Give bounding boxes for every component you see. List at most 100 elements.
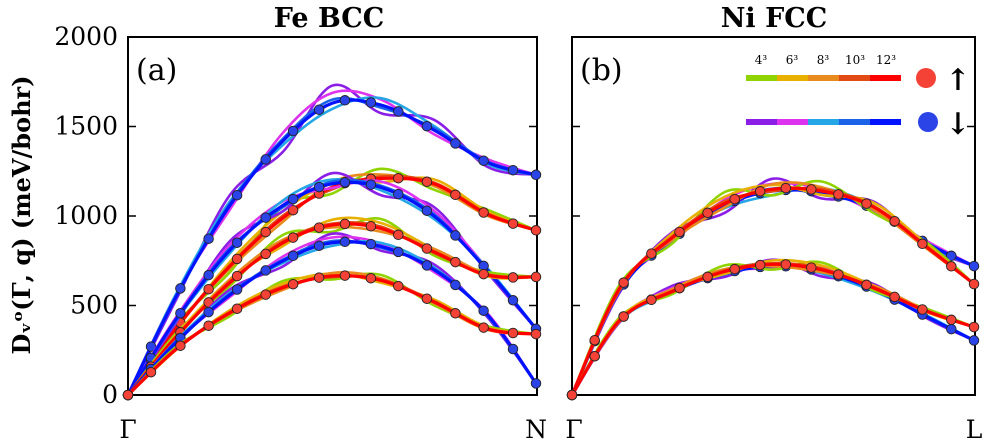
panel-a-series-4-point: [339, 218, 351, 230]
panel-b-series-2-point: [833, 189, 844, 200]
panel-a-series-3-point: [339, 177, 351, 188]
panel-b-series-1-grid-4-line: [570, 186, 976, 397]
panel-a-series-6-point: [365, 272, 377, 284]
panel-a-series-2-point: [393, 172, 404, 184]
legend-grid-label-10: 10³: [845, 53, 865, 67]
panel-a-series-3-point: [175, 307, 186, 319]
panel-a-series-2-point: [287, 204, 299, 216]
y-tick-label-1500: 1500: [54, 112, 118, 141]
panel-b-label: (b): [580, 53, 623, 88]
panel-b-title: Ni FCC: [721, 3, 827, 34]
panel-a-title: Fe BCC: [274, 3, 385, 34]
panel-b-series-2-point: [861, 198, 872, 209]
panel-b-series-2-grid-5-line: [570, 186, 976, 397]
panel-b-series-3-grid-2-line: [570, 265, 976, 397]
panel-b-series-4-point: [729, 263, 740, 275]
panel-b-series-4-point: [917, 304, 928, 315]
panel-a-series-6-point: [203, 320, 214, 331]
panel-a-series-5-grid-2-line: [126, 235, 538, 397]
panel-b-series-3-point: [968, 335, 980, 346]
panel-a-series-4-point: [450, 256, 461, 268]
panel-a-series-3-point: [260, 212, 271, 223]
panel-a-series-1-point: [260, 154, 271, 165]
panel-a-series-1-point: [287, 125, 299, 137]
legend-spin-up-arrow-icon: ↑: [945, 63, 970, 98]
panel-b-x-tick-gamma: Γ: [565, 415, 582, 444]
panel-b-series-2-point: [754, 186, 766, 197]
panel-b-series-4-grid-5-line: [570, 262, 976, 397]
panel-a-series-3-grid-5-line: [126, 180, 538, 397]
legend-swatch-5: [870, 119, 901, 125]
panel-b-frame: [571, 36, 976, 396]
panel-b-series-2-grid-2-line: [570, 183, 976, 397]
legend-swatch-4: [839, 75, 870, 81]
panel-a-series-5-point: [339, 236, 351, 248]
panel-a-series-4-grid-5-line: [126, 222, 538, 397]
panel-b-series-4-point: [968, 321, 980, 333]
panel-b-series-2-point: [889, 215, 900, 227]
panel-a-series-2-point: [421, 176, 433, 187]
panel-b-series-4-point: [889, 291, 900, 303]
panel-b-series-2-point: [702, 207, 713, 219]
legend-swatch-3: [808, 119, 839, 125]
panel-a-series-6-grid-2-line: [126, 272, 538, 397]
panel-b-series-1-grid-3-line: [570, 186, 976, 397]
panel-b-series-2-point: [968, 278, 980, 290]
legend-swatch-1: [746, 75, 777, 81]
panel-a-x-tick-gamma: Γ: [119, 415, 136, 444]
panel-a-series-4-point: [313, 222, 325, 233]
panel-b-x-tick-l: L: [966, 415, 983, 444]
panel-a-series-3-point: [313, 181, 325, 193]
legend-swatch-3: [808, 75, 839, 81]
legend-spin-down-marker: [918, 112, 938, 132]
panel-a-series-1-point: [231, 189, 243, 201]
panel-b-series-2-point: [674, 226, 685, 238]
y-tick-labels: 0 500 1000 1500 2000: [54, 22, 975, 409]
panel-b-series-3-point: [946, 323, 957, 335]
panel-a-series-6-grid-4-line: [126, 274, 538, 397]
panel-a-series-3-point: [365, 179, 377, 190]
panel-a-series-3-point: [287, 193, 299, 205]
panel-b-series-4-point: [566, 389, 578, 401]
panel-a-series-6-point: [393, 280, 404, 292]
panel-b-series-4-point: [806, 262, 817, 273]
panel-b-series-2-grid-1-line: [570, 179, 976, 397]
panel-b-series-1-grid-2-line: [570, 181, 976, 397]
panel-b-series-4-point: [754, 259, 766, 271]
panel-a-series-1-point: [530, 169, 542, 181]
panel-a-series-2-point: [530, 225, 542, 236]
panel-a-series-6-point: [339, 270, 351, 281]
panel-a-series-3-grid-2-line: [126, 179, 538, 397]
panel-a-plot: [122, 83, 542, 401]
panel-a-x-tick-n: N: [525, 415, 547, 444]
legend-spin-up-marker: [916, 68, 936, 88]
legend-spin-down-bar: [746, 119, 901, 125]
panel-b-series-2-point: [806, 184, 817, 195]
panel-a-series-3-grid-4-line: [126, 178, 538, 397]
panel-b-series-4-point: [946, 314, 957, 326]
panel-a-series-6-grid-1-line: [126, 272, 538, 397]
panel-a-series-6-point: [175, 340, 186, 351]
panel-a-series-6-point: [507, 327, 519, 339]
panel-b-series-4-grid-3-line: [570, 264, 976, 397]
panel-a-series-2-point: [203, 283, 214, 295]
panel-b-series-2-grid-4-line: [570, 186, 976, 397]
panel-a-series-1-point: [203, 233, 214, 244]
panel-a-series-1-point: [478, 155, 489, 166]
panel-b-series-4-grid-1-line: [570, 260, 976, 397]
legend-swatch-4: [839, 119, 870, 125]
panel-b-series-4-point: [618, 311, 629, 322]
panel-a-series-6-point: [287, 278, 299, 290]
panel-a-series-4-grid-2-line: [126, 216, 538, 397]
panel-a-frame: [127, 36, 538, 396]
panel-a-series-6-point: [421, 293, 433, 304]
panel-b-series-2-grid-3-line: [570, 181, 976, 397]
y-tick-label-1000: 1000: [54, 201, 118, 230]
panel-a-series-1-point: [507, 164, 519, 176]
panel-a-series-2-point: [450, 189, 461, 201]
panel-a-series-5-point: [421, 260, 433, 271]
panel-a-label: (a): [136, 53, 177, 88]
panel-a-series-1-point: [313, 104, 325, 115]
panel-a-series-2-point: [260, 226, 271, 238]
panel-a-series-1-point: [450, 138, 461, 149]
